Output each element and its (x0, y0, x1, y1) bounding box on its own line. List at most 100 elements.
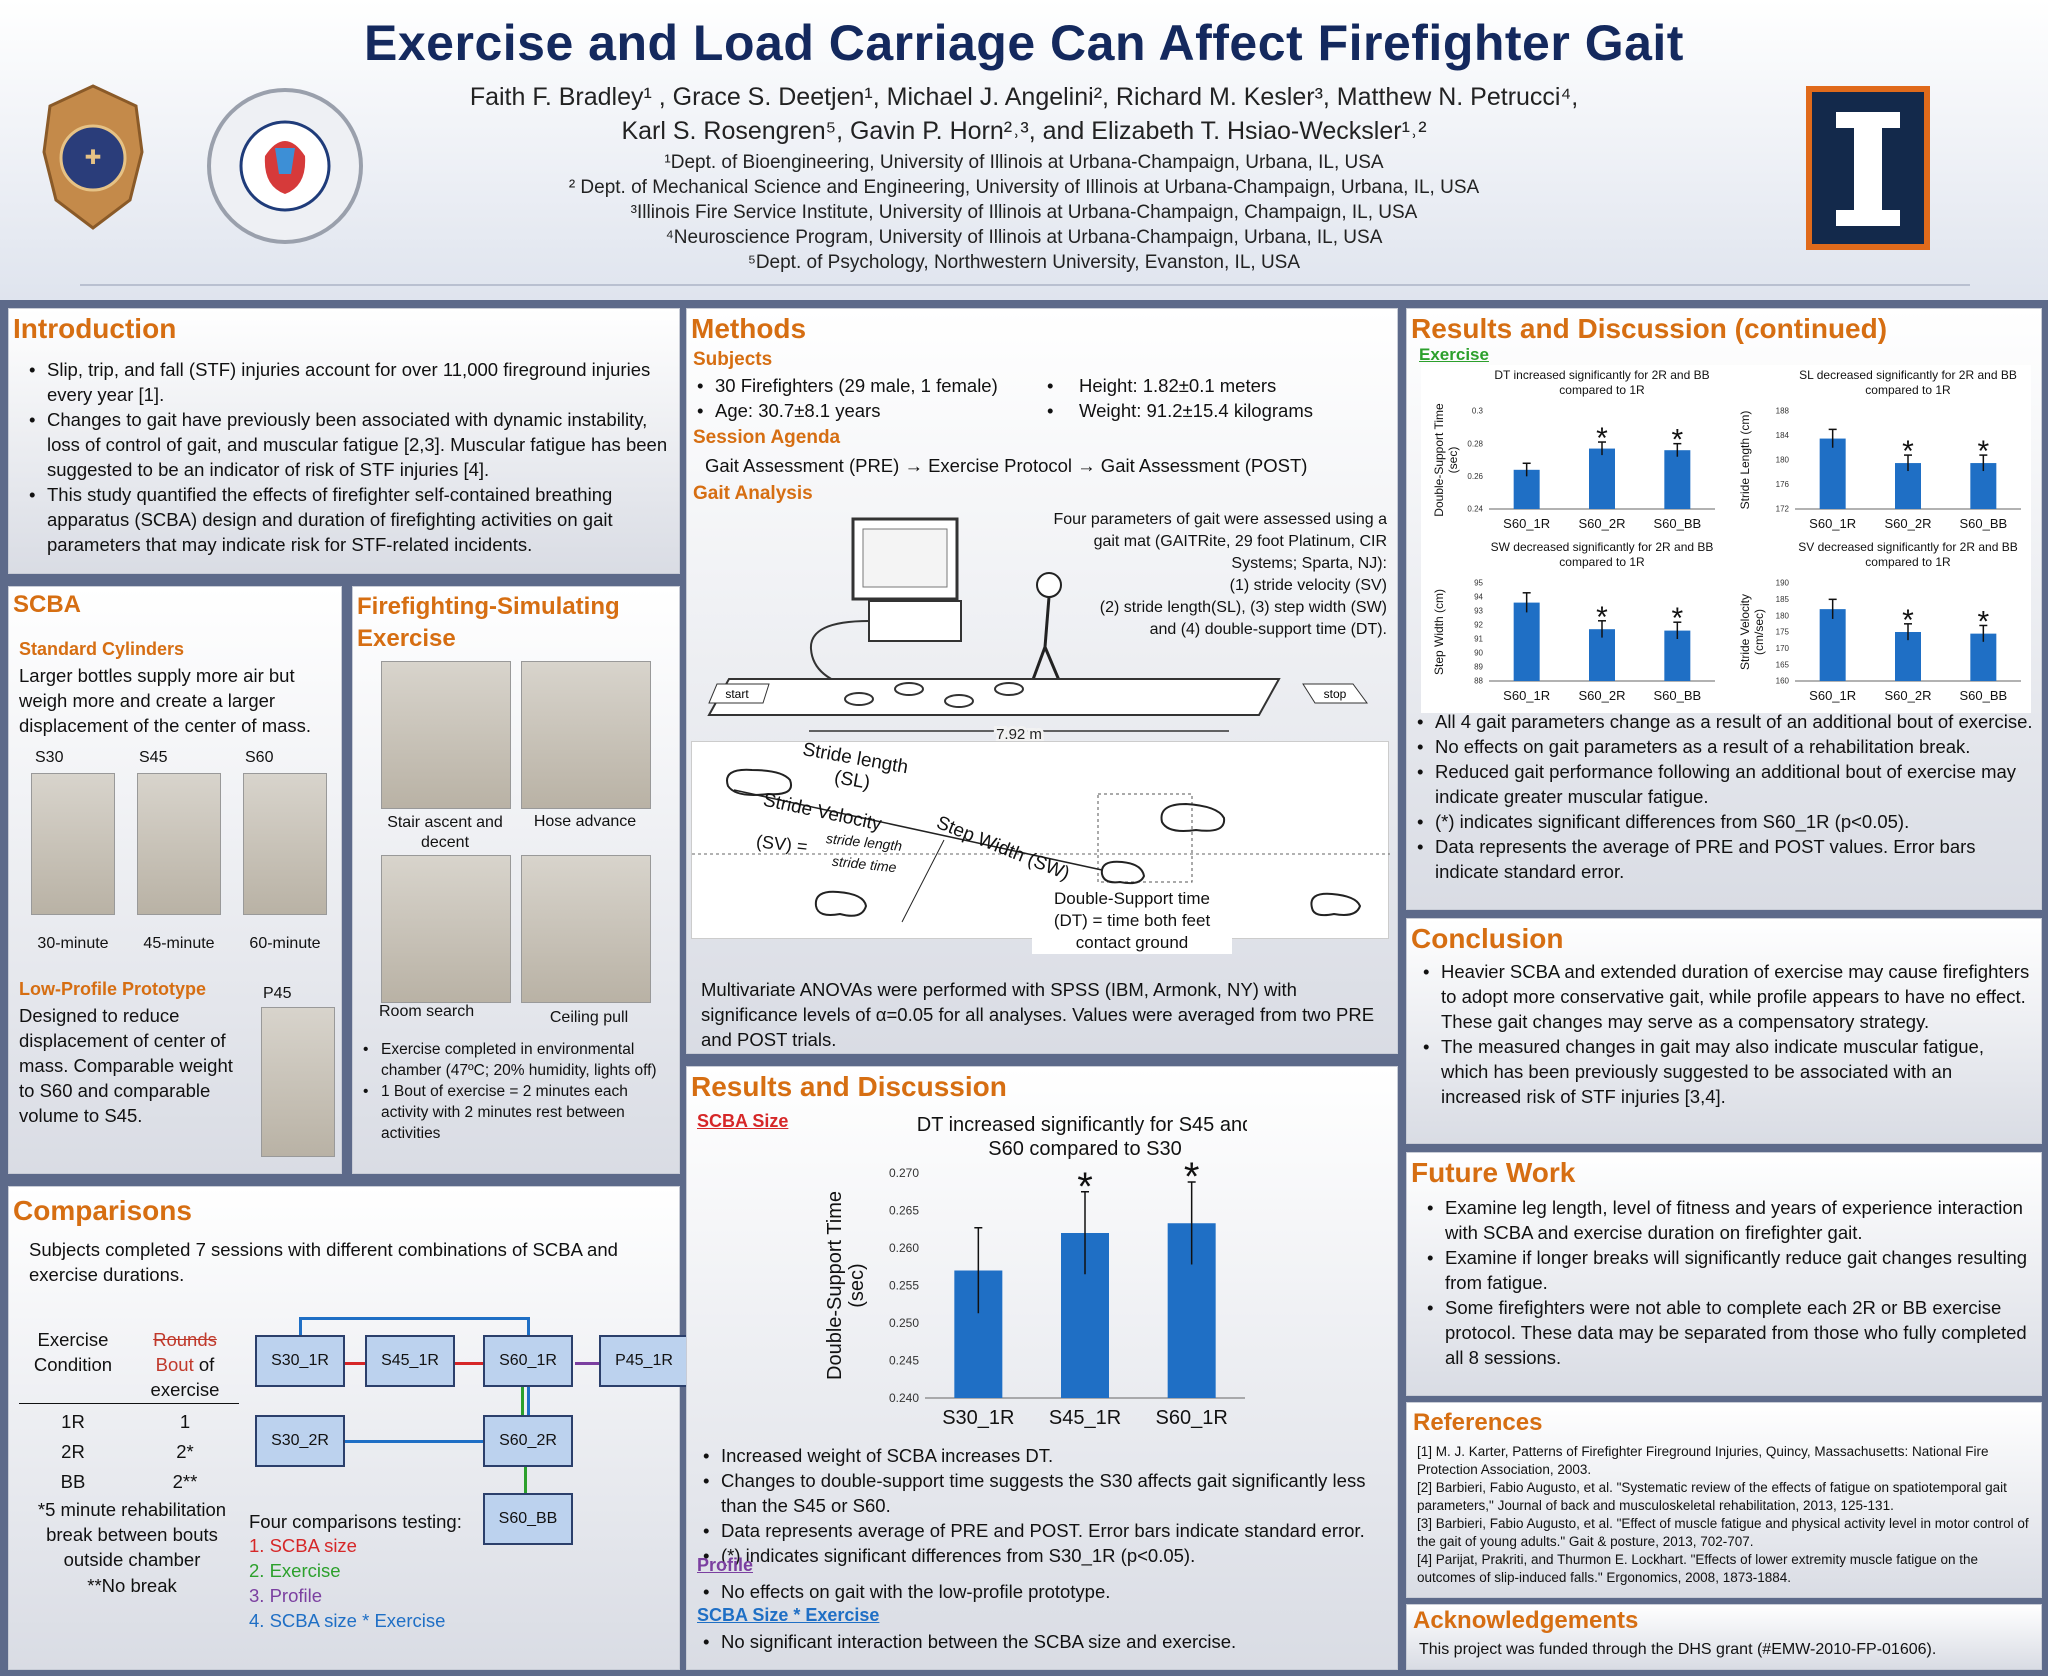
list-item: Weight: 91.2±15.4 kilograms (1041, 398, 1381, 423)
significance-marker: * (1671, 424, 1683, 457)
chart-title: S60 compared to S30 (988, 1138, 1181, 1160)
sv-exercise-chart: SV decreased significantly for 2R and BB… (1738, 540, 2021, 703)
x-tick-label: S60_2R (1579, 516, 1626, 531)
p45-photo (261, 1007, 335, 1157)
y-tick-label: 0.270 (889, 1166, 919, 1180)
ceiling-pull-caption: Ceiling pull (549, 1009, 629, 1026)
gait-description: Four parameters of gait were assessed us… (987, 509, 1388, 641)
afg-grants-logo (207, 88, 363, 244)
gait-mat-illustration: start stop 7.92 m (707, 517, 1368, 745)
y-tick-label: 172 (1776, 505, 1790, 514)
bar (1819, 438, 1846, 509)
chart-title: compared to 1R (1559, 555, 1645, 569)
list-item: Height: 1.82±0.1 meters (1041, 373, 1381, 398)
chart-title: compared to 1R (1865, 555, 1951, 569)
comparison-interaction: 4. SCBA size * Exercise (249, 1610, 446, 1631)
rounds-struck-label: Rounds (153, 1329, 217, 1350)
author-line-2: Karl S. Rosengren⁵, Gavin P. Horn²˒³, an… (621, 117, 1427, 145)
exercise-charts: DT increased significantly for 2R and BB… (1421, 365, 2031, 713)
affiliation-3: ³Illinois Fire Service Institute, Univer… (630, 202, 1418, 223)
room-search-photo (381, 855, 511, 1003)
y-axis-label: (cm/sec) (1752, 609, 1766, 655)
y-axis-label: Stride Length (cm) (1738, 411, 1752, 510)
y-tick-label: 88 (1474, 677, 1483, 686)
stride-diagram-shapes (692, 768, 1390, 923)
exercise-label: exercise (150, 1379, 220, 1400)
s30-label: S30 (35, 749, 64, 766)
results-list: Increased weight of SCBA increases DT. C… (697, 1443, 1387, 1568)
s30-2r-box: S30_2R (255, 1415, 345, 1467)
low-profile-text: Designed to reduce displacement of cente… (19, 1005, 233, 1126)
affiliation-2: ² Dept. of Mechanical Science and Engine… (568, 177, 1480, 198)
references-title: References (1413, 1409, 1543, 1436)
y-tick-label: 0.245 (889, 1354, 919, 1368)
y-axis-label: Stride Velocity (1738, 594, 1752, 670)
footprint (844, 692, 874, 706)
y-axis-label: Step Width (cm) (1432, 589, 1446, 675)
sl-exercise-chart: SL decreased significantly for 2R and BB… (1738, 368, 2021, 531)
exercise-condition-header: Exercise Condition (33, 1329, 113, 1375)
conclusion-title: Conclusion (1411, 923, 1564, 954)
agenda-heading: Session Agenda (693, 427, 841, 448)
ifsi-badge-logo: ✚ (42, 84, 144, 230)
bar (1819, 609, 1846, 681)
affiliation-4: ⁴Neuroscience Program, University of Ill… (665, 227, 1383, 248)
bar (1895, 632, 1921, 681)
y-tick-label: 180 (1776, 611, 1790, 620)
profile-line (575, 1362, 601, 1365)
y-tick-label: 188 (1776, 407, 1790, 416)
y-tick-label: 175 (1776, 628, 1790, 637)
acknowledgements-title: Acknowledgements (1413, 1607, 1639, 1634)
dt-line: (DT) = time both feet (1053, 911, 1211, 930)
stop-label: stop (1324, 687, 1347, 701)
x-tick-label: S60_BB (1959, 688, 2007, 703)
list-item: Examine leg length, level of fitness and… (1421, 1195, 2035, 1245)
x-tick-label: S60_1R (1503, 516, 1550, 531)
footprint (894, 682, 924, 696)
x-tick-label: S60_1R (1809, 688, 1856, 703)
header-divider (80, 284, 1970, 286)
computer-tower (868, 600, 962, 642)
future-work-list: Examine leg length, level of fitness and… (1421, 1195, 2035, 1370)
profile-list: No effects on gait with the low-profile … (697, 1579, 1387, 1604)
y-tick-label: 0.250 (889, 1316, 919, 1330)
interaction-line (295, 1440, 485, 1443)
exercise-panel: Firefighting-Simulating Exercise Stair a… (352, 586, 680, 1174)
list-item: Age: 30.7±8.1 years (691, 398, 1051, 423)
sw-exercise-chart: SW decreased significantly for 2R and BB… (1432, 540, 1715, 703)
standard-cylinders-text: Larger bottles supply more air but weigh… (19, 665, 312, 736)
reference-item: [3] Barbieri, Fabio Augusto, et al. "Eff… (1417, 1516, 2029, 1549)
dt-line: Double-Support time (1054, 889, 1210, 908)
svg-text:✚: ✚ (85, 147, 102, 169)
bout-header: Rounds Bout of exercise (129, 1327, 241, 1402)
list-item: Slip, trip, and fall (STF) injuries acco… (23, 357, 673, 407)
s30-1r-box: S30_1R (255, 1335, 345, 1387)
x-tick-label: S60_2R (1885, 688, 1932, 703)
introduction-title: Introduction (13, 313, 177, 344)
stop-pad (1302, 683, 1368, 704)
chart-title: compared to 1R (1559, 383, 1645, 397)
statistics-text: Multivariate ANOVAs were performed with … (701, 979, 1375, 1050)
y-tick-label: 90 (1474, 649, 1483, 658)
y-tick-label: 0.260 (889, 1241, 919, 1255)
monitor-screen (862, 528, 948, 588)
acknowledgements-panel: Acknowledgements This project was funded… (1406, 1604, 2042, 1670)
exercise-heading: Exercise (1419, 345, 1489, 364)
comparison-exercise: 2. Exercise (249, 1560, 341, 1581)
exercise-title: Firefighting-Simulating Exercise (357, 591, 620, 655)
fraction-bar (901, 839, 945, 923)
interaction-list: No significant interaction between the S… (697, 1629, 1387, 1654)
results-continued-title: Results and Discussion (continued) (1411, 313, 1888, 344)
agenda-text: Gait Assessment (PRE) → Exercise Protoco… (705, 455, 1308, 476)
future-work-panel: Future Work Examine leg length, level of… (1406, 1152, 2042, 1396)
y-tick-label: 170 (1776, 644, 1790, 653)
affiliation-5: ⁵Dept. of Psychology, Northwestern Unive… (747, 252, 1301, 273)
significance-marker: * (1184, 1155, 1200, 1199)
s60-bb-box: S60_BB (483, 1493, 573, 1545)
exercise-line (299, 1317, 529, 1320)
y-tick-label: 0.26 (1467, 472, 1483, 481)
chart-title: SV decreased significantly for 2R and BB (1798, 540, 2017, 554)
list-item: This study quantified the effects of fir… (23, 482, 673, 557)
results-title: Results and Discussion (691, 1071, 1007, 1102)
footprint (814, 890, 868, 917)
